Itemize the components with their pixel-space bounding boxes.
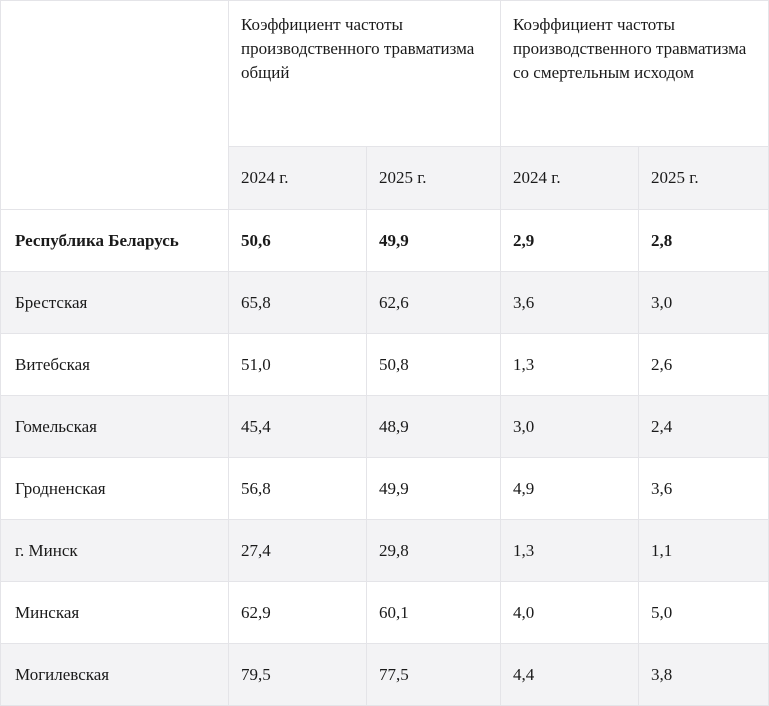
value-cell: 48,9 bbox=[365, 395, 502, 458]
value-cell: 49,9 bbox=[365, 457, 502, 520]
value-cell: 50,6 bbox=[228, 209, 367, 272]
year-header: 2024 г. bbox=[228, 146, 367, 210]
value-cell: 3,6 bbox=[500, 271, 640, 334]
value-cell: 2,4 bbox=[638, 395, 769, 458]
value-cell: 62,9 bbox=[228, 581, 367, 644]
value-cell: 2,6 bbox=[638, 333, 769, 396]
value-cell: 1,3 bbox=[500, 519, 640, 582]
year-header: 2025 г. bbox=[365, 146, 502, 210]
table-row: г. Минск 27,4 29,8 1,3 1,1 bbox=[0, 519, 769, 582]
value-cell: 49,9 bbox=[365, 209, 502, 272]
header-fatal-rate: Коэффициент частоты производственного тр… bbox=[500, 0, 769, 147]
table-row: Республика Беларусь 50,6 49,9 2,9 2,8 bbox=[0, 209, 769, 272]
corner-cell bbox=[0, 0, 229, 210]
value-cell: 3,8 bbox=[638, 643, 769, 706]
table-row: Гомельская 45,4 48,9 3,0 2,4 bbox=[0, 395, 769, 458]
region-name: Гродненская bbox=[0, 457, 229, 520]
year-header: 2024 г. bbox=[500, 146, 640, 210]
value-cell: 56,8 bbox=[228, 457, 367, 520]
value-cell: 27,4 bbox=[228, 519, 367, 582]
table-row: Могилевская 79,5 77,5 4,4 3,8 bbox=[0, 643, 769, 706]
value-cell: 5,0 bbox=[638, 581, 769, 644]
value-cell: 79,5 bbox=[228, 643, 367, 706]
value-cell: 45,4 bbox=[228, 395, 367, 458]
region-name: г. Минск bbox=[0, 519, 229, 582]
value-cell: 62,6 bbox=[365, 271, 502, 334]
year-header: 2025 г. bbox=[638, 146, 769, 210]
group-header-row: Коэффициент частоты производственного тр… bbox=[0, 0, 769, 210]
header-total-rate: Коэффициент частоты производственного тр… bbox=[227, 0, 502, 147]
value-cell: 4,4 bbox=[500, 643, 640, 706]
region-name: Гомельская bbox=[0, 395, 229, 458]
value-cell: 2,9 bbox=[500, 209, 640, 272]
value-cell: 1,1 bbox=[638, 519, 769, 582]
value-cell: 51,0 bbox=[228, 333, 367, 396]
region-name: Республика Беларусь bbox=[0, 209, 229, 272]
region-name: Могилевская bbox=[0, 643, 229, 706]
value-cell: 3,0 bbox=[500, 395, 640, 458]
value-cell: 2,8 bbox=[638, 209, 769, 272]
value-cell: 1,3 bbox=[500, 333, 640, 396]
value-cell: 77,5 bbox=[365, 643, 502, 706]
table-row: Брестская 65,8 62,6 3,6 3,0 bbox=[0, 271, 769, 334]
value-cell: 4,9 bbox=[500, 457, 640, 520]
value-cell: 50,8 bbox=[365, 333, 502, 396]
value-cell: 3,6 bbox=[638, 457, 769, 520]
year-header-row: 2024 г. 2025 г. 2024 г. 2025 г. bbox=[1, 146, 769, 210]
value-cell: 29,8 bbox=[365, 519, 502, 582]
table-row: Минская 62,9 60,1 4,0 5,0 bbox=[0, 581, 769, 644]
region-name: Минская bbox=[0, 581, 229, 644]
value-cell: 4,0 bbox=[500, 581, 640, 644]
value-cell: 60,1 bbox=[365, 581, 502, 644]
region-name: Брестская bbox=[0, 271, 229, 334]
value-cell: 65,8 bbox=[228, 271, 367, 334]
table-row: Гродненская 56,8 49,9 4,9 3,6 bbox=[0, 457, 769, 520]
table-row: Витебская 51,0 50,8 1,3 2,6 bbox=[0, 333, 769, 396]
region-name: Витебская bbox=[0, 333, 229, 396]
value-cell: 3,0 bbox=[638, 271, 769, 334]
